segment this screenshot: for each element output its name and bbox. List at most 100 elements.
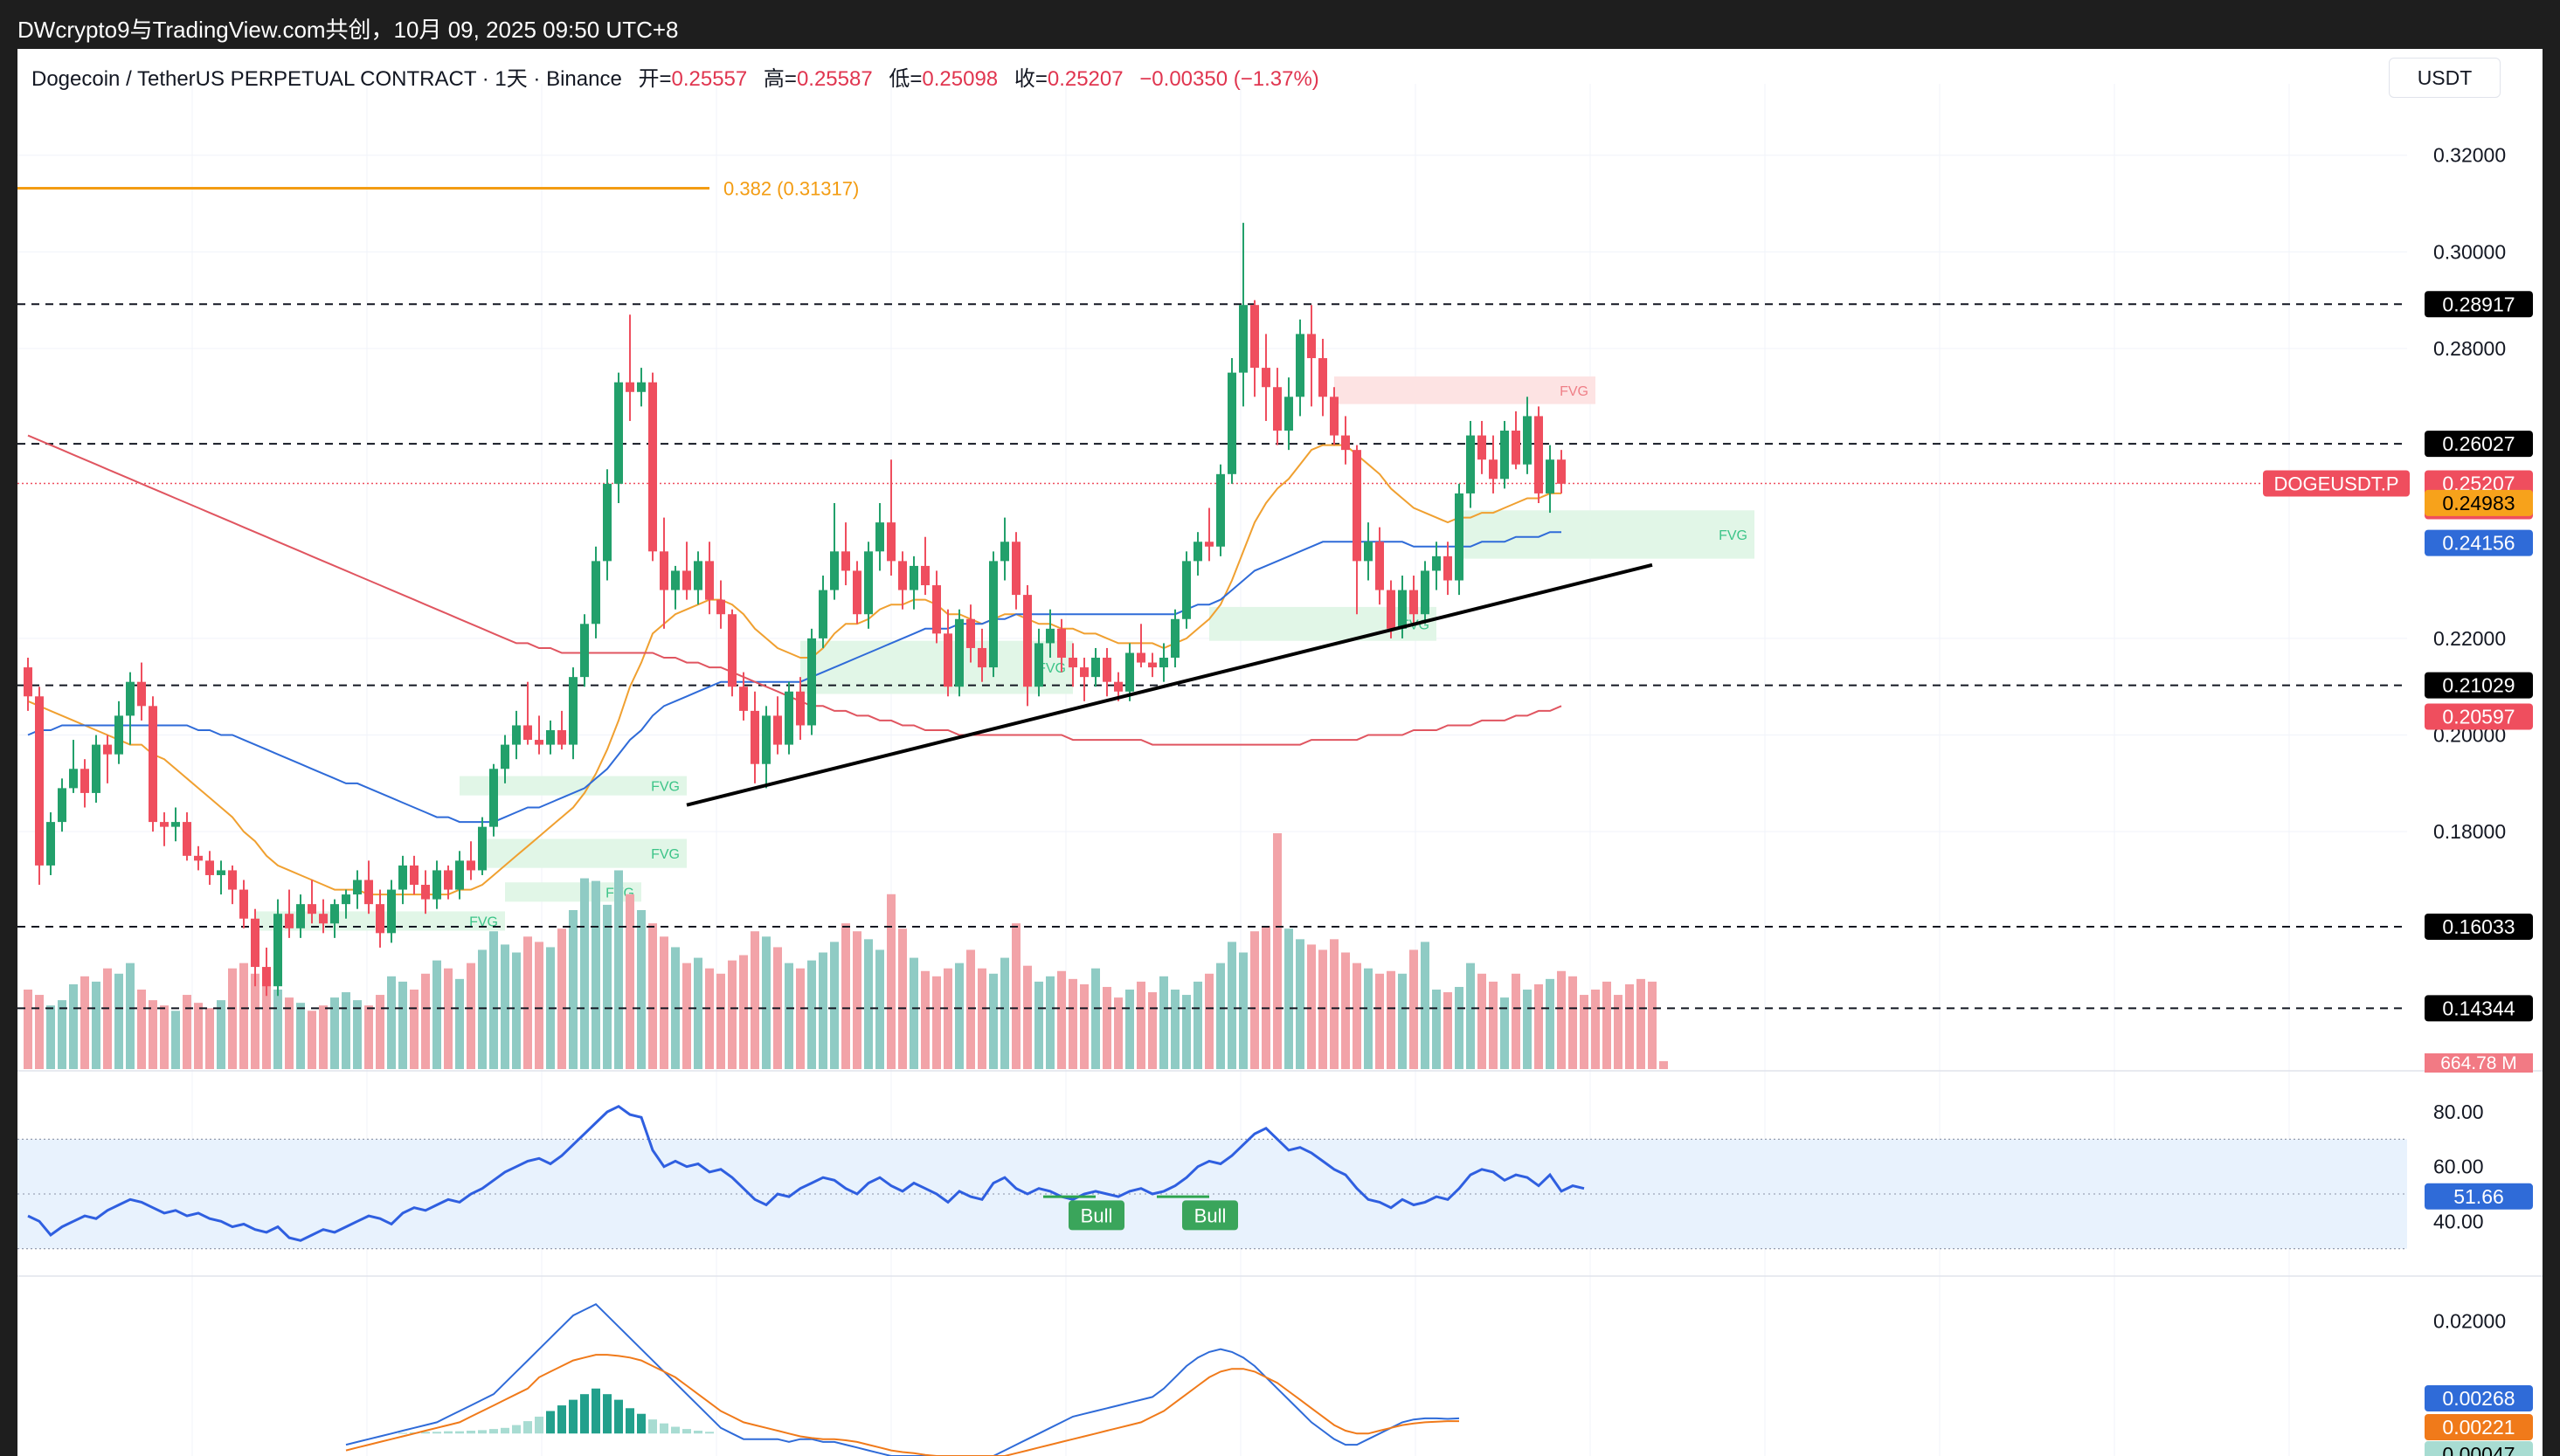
candle-body-88 [1023,595,1032,687]
volume-bar-75 [875,949,884,1069]
candle-body-120 [1387,590,1395,629]
fib-label: 0.382 (0.31317) [723,177,859,199]
volume-bar-24 [296,1003,305,1069]
volume-bar-43 [512,952,521,1069]
candle-body-63 [739,687,748,711]
volume-bar-12 [160,1005,169,1069]
candle-body-0 [24,667,32,697]
volume-bar-76 [887,894,896,1069]
candle-body-25 [308,904,316,914]
candle-body-38 [455,860,464,890]
ema-layer [27,434,1562,896]
volume-bar-140 [1614,995,1622,1069]
candle-body-65 [762,715,771,764]
macd-hist-49 [580,1394,589,1434]
volume-bar-129 [1489,981,1498,1069]
volume-bar-130 [1500,997,1509,1069]
chart-frame[interactable]: FVGFVGFVGFVGFVGFVGFVGFVG 0.382 (0.31317)… [17,49,2543,1456]
fvg-label-4: FVG [651,780,680,795]
candle-body-32 [387,889,396,934]
fvg-label-3: FVG [1037,661,1066,676]
window-title: DWcrypto9与TradingView.com共创，10月 09, 2025… [17,17,679,43]
volume-bar-20 [251,973,259,1069]
candle-body-95 [1103,658,1111,682]
volume-bar-99 [1148,992,1157,1069]
candle-body-97 [1125,652,1134,692]
bull-signal-label-1: Bull [1194,1204,1227,1226]
volume-tag: 664.78 M [2440,1053,2517,1073]
volume-bar-89 [1034,981,1043,1069]
low-label: 低= [889,67,923,91]
candle-body-132 [1523,416,1532,465]
volume-bar-14 [183,995,191,1069]
candle-body-36 [432,870,441,900]
chart-canvas[interactable]: FVGFVGFVGFVGFVGFVGFVGFVG 0.382 (0.31317)… [17,49,2543,1456]
volume-bar-131 [1512,973,1520,1069]
volume-bar-117 [1353,963,1361,1069]
candle-body-18 [228,870,237,890]
candle-body-85 [989,561,998,668]
macd-line [345,1302,1460,1456]
bull-signal-1 [1182,1200,1238,1231]
volume-bar-93 [1080,983,1089,1069]
volume-bar-64 [751,931,759,1069]
volume-bar-94 [1091,968,1100,1069]
macd-hist-46 [546,1411,555,1434]
macd-hist-54 [637,1413,646,1434]
volume-bar-10 [137,989,146,1069]
candle-body-48 [569,677,578,745]
volume-bar-68 [796,968,805,1069]
volume-bar-34 [410,989,419,1069]
candle-body-27 [330,904,339,924]
volume-bar-1 [35,995,44,1069]
candle-body-91 [1057,628,1066,659]
fvg-label-5: FVG [651,847,680,862]
candle-body-113 [1307,334,1316,359]
volume-bar-35 [421,973,430,1069]
candle-body-71 [830,551,839,590]
volume-bar-54 [637,909,646,1069]
candle-body-62 [728,614,737,687]
candle-body-34 [410,865,419,886]
volume-bar-18 [228,968,237,1069]
candle-body-19 [239,889,248,919]
candle-body-128 [1477,435,1486,460]
volume-bar-88 [1023,965,1032,1069]
volume-bar-86 [1000,957,1009,1069]
candle-body-45 [535,740,543,745]
candle-body-33 [398,865,407,890]
volume-bar-21 [262,981,271,1069]
levels-layer: 0.382 (0.31317) [17,177,2407,1010]
candle-body-105 [1216,473,1225,547]
symbol-legend: Dogecoin / TetherUS PERPETUAL CONTRACT ·… [31,61,1319,92]
candle-body-84 [978,647,986,668]
level-tag-2-bg [2425,672,2533,699]
volume-bar-9 [126,963,135,1069]
volume-bar-15 [194,1003,203,1069]
candle-body-17 [217,870,225,875]
symbol-title: Dogecoin / TetherUS PERPETUAL CONTRACT ·… [31,67,622,91]
volume-bar-116 [1341,952,1350,1069]
level-tag-1: 0.26027 [2442,432,2515,455]
candle-body-80 [932,585,941,634]
volume-bar-98 [1137,981,1145,1069]
macd-hist-36 [432,1432,441,1434]
candle-body-90 [1046,628,1055,644]
macd-value-tag: 0.00268 [2442,1387,2515,1410]
volume-bar-115 [1330,939,1339,1069]
window-title-bar: DWcrypto9与TradingView.com共创，10月 09, 2025… [0,0,2560,49]
candle-body-79 [921,565,930,586]
volume-bar-85 [989,973,998,1069]
volume-bar-95 [1103,986,1111,1069]
candle-body-37 [444,870,453,890]
volume-bar-135 [1557,970,1566,1069]
currency-selector[interactable]: USDT [2389,58,2501,98]
candle-body-86 [1000,542,1009,562]
level-tag-4: 0.14344 [2442,997,2515,1019]
volume-bar-120 [1387,970,1395,1069]
ema20-tag: 0.24983 [2442,492,2515,514]
volume-bar-112 [1296,939,1304,1069]
volume-bar-109 [1262,926,1270,1069]
volume-bar-107 [1239,952,1248,1069]
volume-bar-61 [716,973,725,1069]
